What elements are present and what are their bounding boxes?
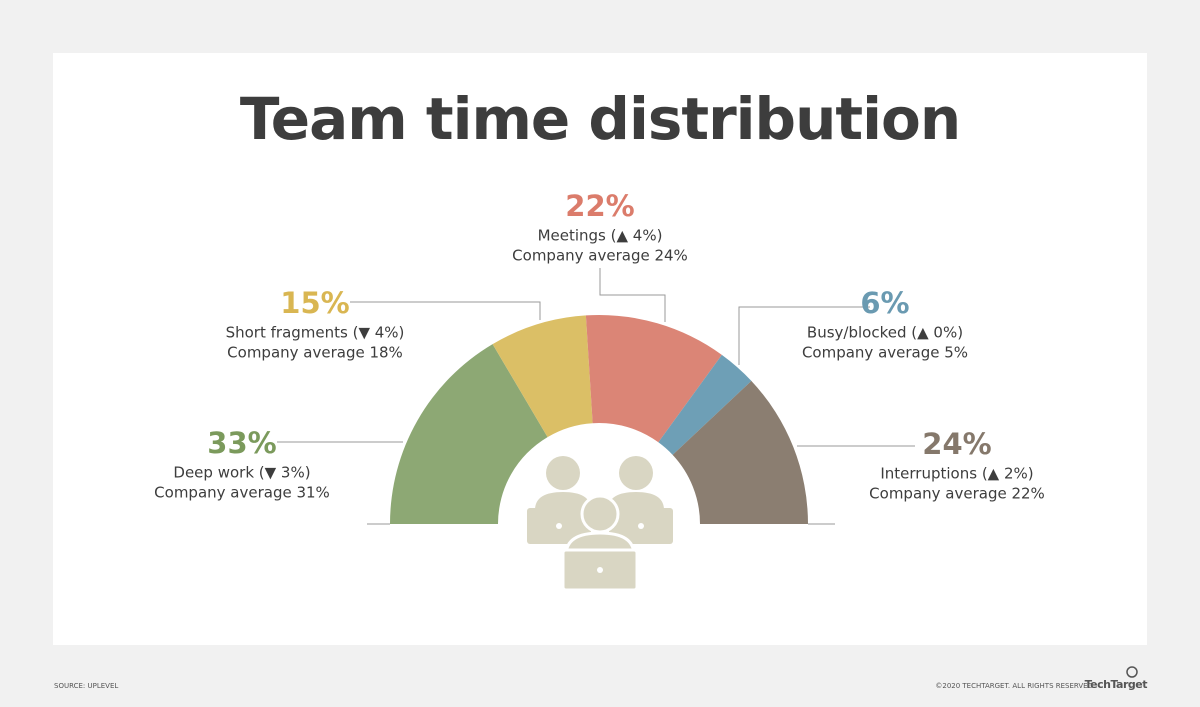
leader-line [350,301,541,320]
leader-line [738,306,870,365]
icon-head [580,494,620,534]
chart-title: Team time distribution [240,85,960,153]
category-label: Deep work (▼ 3%) [173,464,310,482]
note-label: Company average 24% [512,247,688,265]
leader-line [599,268,666,322]
donut-segment [390,344,548,524]
category-label: Meetings (▲ 4%) [538,227,663,245]
icon-head [546,456,580,490]
icon-dot [638,523,644,529]
icon-body [535,492,664,510]
note-label: Company average 22% [869,485,1045,503]
logo-mark [1126,666,1138,678]
donut-segment [585,314,722,443]
donut-segment [658,354,752,455]
category-label: Short fragments (▼ 4%) [226,324,405,342]
donut-segment [672,380,808,524]
category-label: Busy/blocked (▲ 0%) [807,324,963,342]
copyright: ©2020 TECHTARGET. ALL RIGHTS RESERVED [935,682,1093,690]
category-label: Interruptions (▲ 2%) [880,465,1033,483]
note-label: Company average 18% [227,344,403,362]
note-label: Company average 31% [154,484,330,502]
value-label: 22% [565,189,634,223]
value-label: 24% [922,427,991,461]
people-icon [527,456,673,592]
donut-segment [492,315,593,438]
value-label: 6% [860,286,909,320]
icon-head [619,456,653,490]
icon-dot [556,523,562,529]
brand: TechTarget [1085,678,1148,691]
source: SOURCE: UPLEVEL [54,682,118,690]
donut [390,314,808,524]
note-label: Company average 5% [802,344,968,362]
value-label: 15% [280,286,349,320]
icon-dot [597,567,603,573]
value-label: 33% [207,426,276,460]
